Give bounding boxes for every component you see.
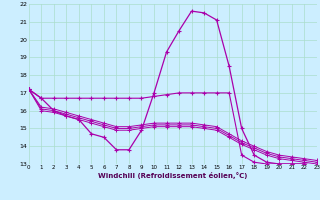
X-axis label: Windchill (Refroidissement éolien,°C): Windchill (Refroidissement éolien,°C) [98, 172, 247, 179]
